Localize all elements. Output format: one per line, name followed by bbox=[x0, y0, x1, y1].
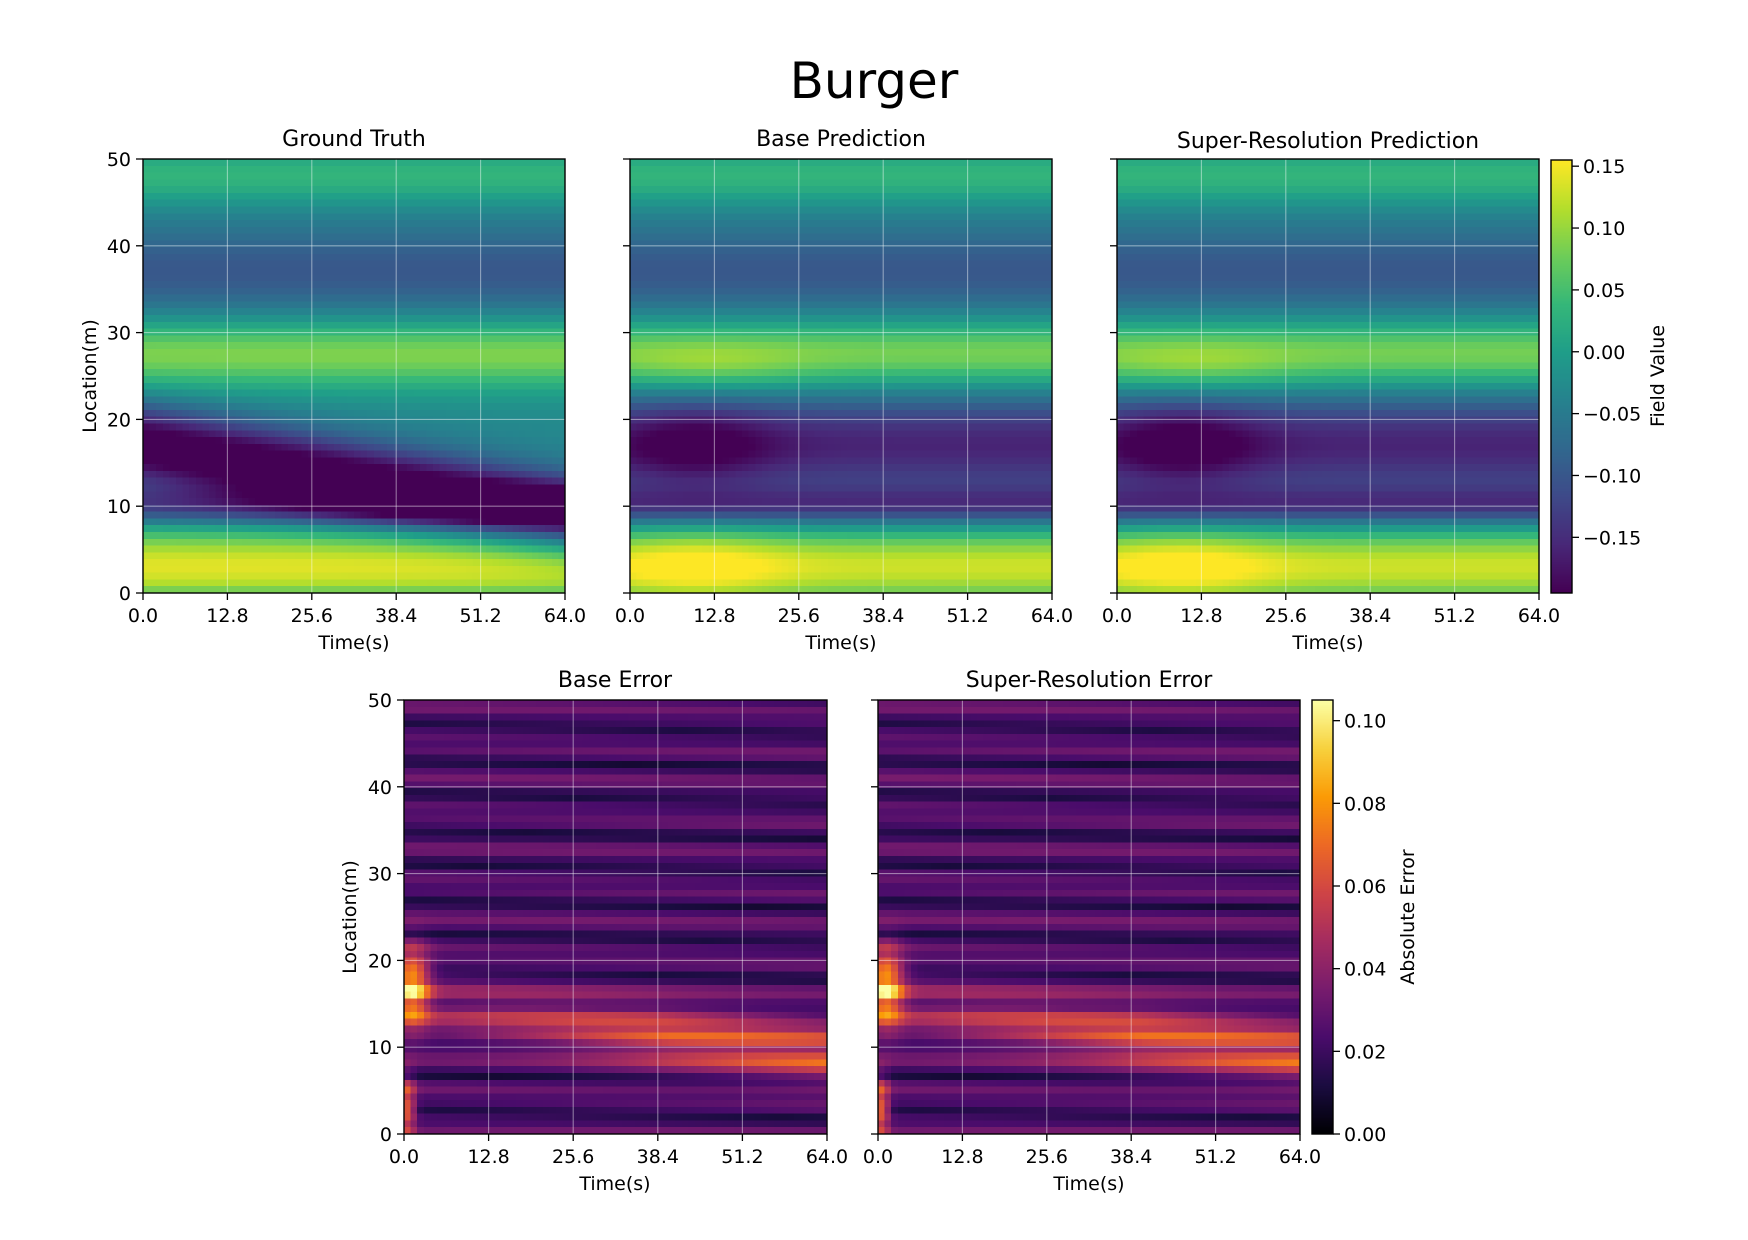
x-tick-label: 25.6 bbox=[552, 1146, 594, 1168]
y-tick-label: 50 bbox=[368, 690, 392, 712]
x-tick-label: 0.0 bbox=[863, 1146, 893, 1168]
figure-title: Burger bbox=[790, 52, 959, 110]
x-tick-label: 25.6 bbox=[291, 605, 333, 627]
x-tick-label: 25.6 bbox=[778, 605, 820, 627]
colorbar-absolute-error: 0.10 0.08 0.06 0.04 0.02 0.00 Absolute Error bbox=[1311, 699, 1419, 1146]
x-tick-label: 0.0 bbox=[128, 605, 158, 627]
panel-title-sr-error: Super-Resolution Error bbox=[966, 668, 1214, 693]
heatmap-base-prediction bbox=[630, 159, 1052, 593]
panel-sr-prediction: Super-Resolution Prediction 0.0 12.8 25.6 3… bbox=[1102, 129, 1560, 654]
x-tick-label: 51.2 bbox=[1194, 1146, 1236, 1168]
x-tick-label: 64.0 bbox=[1031, 605, 1073, 627]
colorbar-tick-label: −0.10 bbox=[1583, 465, 1641, 487]
colorbar-frame bbox=[1550, 159, 1573, 594]
colorbar-tick-label: 0.10 bbox=[1583, 218, 1625, 240]
colorbar-label: Absolute Error bbox=[1397, 849, 1419, 985]
colorbar-gradient bbox=[1312, 700, 1333, 1134]
plot-frame bbox=[629, 158, 1053, 594]
x-tick-label: 64.0 bbox=[544, 605, 586, 627]
x-tick-label: 38.4 bbox=[1110, 1146, 1152, 1168]
x-axis-label: Time(s) bbox=[1052, 1173, 1124, 1195]
x-tick-label: 38.4 bbox=[375, 605, 417, 627]
x-tick-label: 12.8 bbox=[693, 605, 735, 627]
panel-title-base-prediction: Base Prediction bbox=[756, 127, 926, 152]
x-tick-label: 64.0 bbox=[1279, 1146, 1321, 1168]
x-tick-label: 12.8 bbox=[467, 1146, 509, 1168]
plot-frame bbox=[1116, 158, 1540, 594]
x-tick-label: 25.6 bbox=[1265, 605, 1307, 627]
panel-title-base-error: Base Error bbox=[558, 668, 673, 693]
y-axis-label: Location(m) bbox=[79, 319, 101, 433]
y-tick-label: 40 bbox=[107, 236, 131, 258]
x-tick-label: 64.0 bbox=[1518, 605, 1560, 627]
panel-title-sr-prediction: Super-Resolution Prediction bbox=[1177, 129, 1479, 154]
colorbar-tick-label: 0.15 bbox=[1583, 156, 1625, 178]
x-axis-label: Time(s) bbox=[578, 1173, 650, 1195]
y-axis-label: Location(m) bbox=[339, 860, 361, 974]
x-tick-label: 38.4 bbox=[862, 605, 904, 627]
y-tick-label: 0 bbox=[380, 1124, 392, 1146]
panel-ground-truth: Ground Truth 0.0 12.8 25.6 38.4 51.2 64.0 0 10 2… bbox=[79, 127, 586, 654]
colorbar-tick-label: 0.08 bbox=[1344, 793, 1386, 815]
colorbar-tick-label: 0.10 bbox=[1344, 711, 1386, 733]
colorbar-tick-label: 0.02 bbox=[1344, 1041, 1386, 1063]
y-tick-label: 10 bbox=[368, 1037, 392, 1059]
x-tick-label: 38.4 bbox=[1349, 605, 1391, 627]
x-axis-label: Time(s) bbox=[804, 632, 876, 654]
colorbar-tick-label: 0.06 bbox=[1344, 876, 1386, 898]
x-tick-label: 0.0 bbox=[615, 605, 645, 627]
y-tick-label: 30 bbox=[368, 864, 392, 886]
panel-base-error: Base Error 0.0 12.8 25.6 38.4 51.2 64.0 0 10 20 3… bbox=[339, 668, 848, 1195]
y-tick-label: 20 bbox=[368, 950, 392, 972]
panel-title-ground-truth: Ground Truth bbox=[282, 127, 426, 152]
x-tick-label: 64.0 bbox=[806, 1146, 848, 1168]
x-tick-label: 12.8 bbox=[1180, 605, 1222, 627]
x-tick-label: 12.8 bbox=[941, 1146, 983, 1168]
panel-base-prediction: Base Prediction 0.0 12.8 25.6 38.4 51.2 64.0 … bbox=[615, 127, 1073, 654]
x-axis-label: Time(s) bbox=[1291, 632, 1363, 654]
colorbar-tick-label: −0.15 bbox=[1583, 527, 1641, 549]
x-tick-label: 51.2 bbox=[721, 1146, 763, 1168]
y-tick-label: 0 bbox=[119, 583, 131, 605]
colorbar-gradient bbox=[1551, 160, 1572, 593]
y-tick-label: 20 bbox=[107, 409, 131, 431]
colorbar-field-value: 0.15 0.10 0.05 0.00 −0.05 −0.10 −0.15 Field Va… bbox=[1550, 156, 1669, 594]
x-tick-label: 25.6 bbox=[1026, 1146, 1068, 1168]
colorbar-frame bbox=[1311, 699, 1334, 1135]
colorbar-label: Field Value bbox=[1647, 325, 1669, 427]
x-tick-label: 51.2 bbox=[946, 605, 988, 627]
x-tick-label: 51.2 bbox=[1433, 605, 1475, 627]
heatmap-ground-truth bbox=[143, 159, 565, 593]
heatmap-sr-error bbox=[878, 700, 1300, 1134]
heatmap-base-error bbox=[404, 700, 827, 1134]
plot-frame bbox=[142, 158, 566, 594]
colorbar-tick-label: 0.00 bbox=[1583, 342, 1625, 364]
y-tick-label: 10 bbox=[107, 496, 131, 518]
x-tick-label: 12.8 bbox=[206, 605, 248, 627]
colorbar-tick-label: 0.05 bbox=[1583, 280, 1625, 302]
colorbar-tick-label: −0.05 bbox=[1583, 404, 1641, 426]
colorbar-tick-label: 0.04 bbox=[1344, 959, 1386, 981]
y-tick-label: 50 bbox=[107, 149, 131, 171]
x-tick-label: 51.2 bbox=[459, 605, 501, 627]
panel-sr-error: Super-Resolution Error 0.0 12.8 25.6 38.4 51… bbox=[863, 668, 1321, 1195]
colorbar-tick-label: 0.00 bbox=[1344, 1124, 1386, 1146]
x-tick-label: 38.4 bbox=[637, 1146, 679, 1168]
y-tick-label: 30 bbox=[107, 323, 131, 345]
x-axis-label: Time(s) bbox=[317, 632, 389, 654]
plot-frame bbox=[877, 699, 1301, 1135]
heatmap-sr-prediction bbox=[1117, 159, 1539, 593]
x-tick-label: 0.0 bbox=[389, 1146, 419, 1168]
x-tick-label: 0.0 bbox=[1102, 605, 1132, 627]
plot-frame bbox=[403, 699, 828, 1135]
y-tick-label: 40 bbox=[368, 777, 392, 799]
